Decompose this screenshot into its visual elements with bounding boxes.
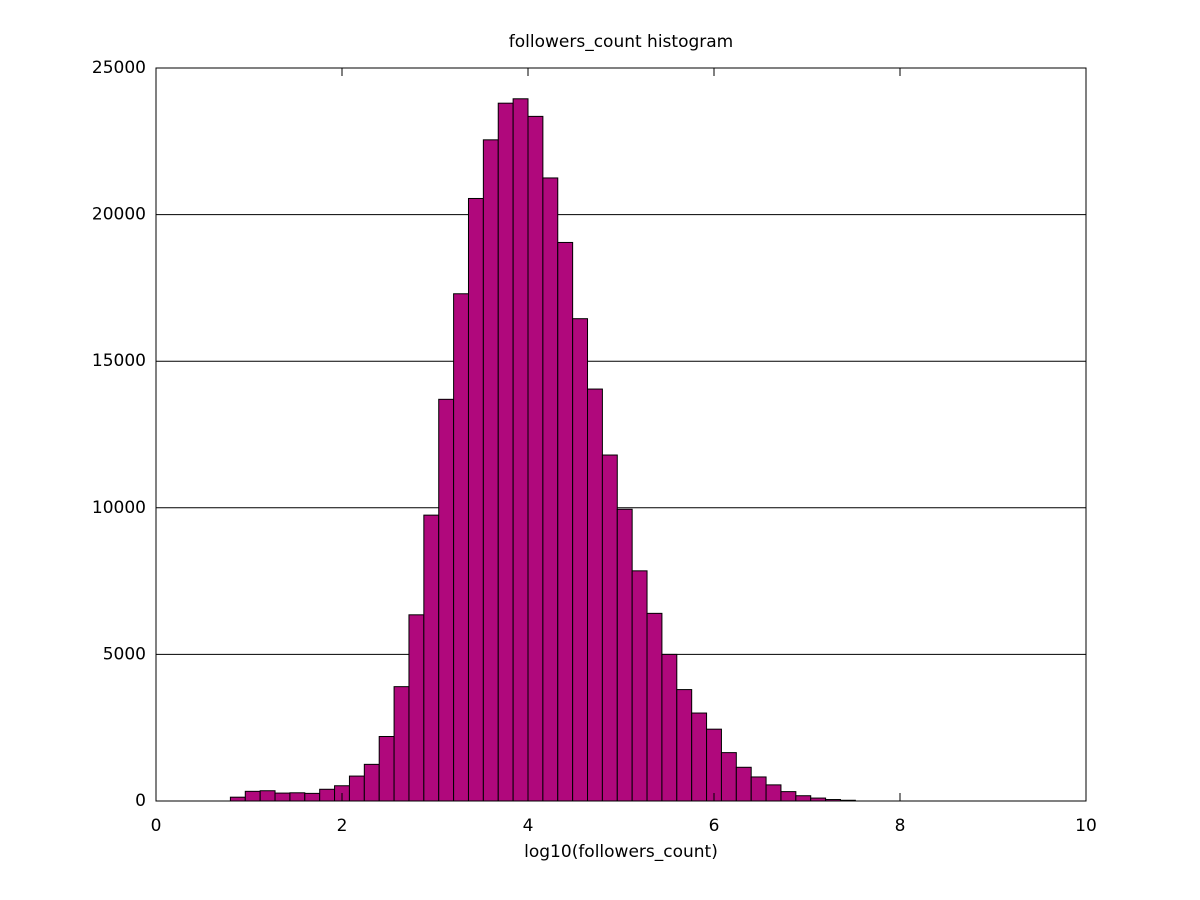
bar [631, 570, 648, 802]
bar [661, 653, 678, 802]
x-tick-label: 2 [337, 816, 348, 836]
bar [676, 689, 693, 802]
bar [497, 102, 514, 802]
y-tick-label: 10000 [92, 498, 146, 518]
chart-title: followers_count histogram [509, 32, 734, 52]
bar [616, 508, 633, 802]
bar [512, 98, 529, 802]
bar [378, 735, 395, 802]
bar [601, 454, 618, 802]
x-tick-label: 10 [1075, 816, 1097, 836]
bar [691, 712, 708, 802]
bar [795, 795, 812, 802]
bar [572, 318, 589, 802]
bar [289, 792, 306, 802]
x-tick-label: 0 [151, 816, 162, 836]
plot-frame [155, 67, 1087, 802]
bar [438, 398, 455, 802]
bar [393, 686, 410, 802]
bar [319, 788, 336, 802]
bar [408, 614, 425, 802]
bar [542, 177, 559, 802]
bar [735, 766, 752, 802]
bar [720, 752, 737, 802]
bar [259, 790, 276, 802]
bar [348, 775, 365, 802]
bar [750, 776, 767, 802]
bar [229, 796, 246, 802]
bar [765, 784, 782, 802]
bar [304, 792, 321, 802]
bar [482, 139, 499, 802]
x-tick-label: 8 [895, 816, 906, 836]
bar [780, 791, 797, 802]
x-axis-label: log10(followers_count) [524, 842, 718, 862]
y-tick-label: 0 [135, 791, 146, 811]
bar [706, 728, 722, 802]
bar [244, 790, 261, 802]
bar [453, 293, 469, 802]
bar [557, 241, 574, 802]
bar [423, 514, 440, 802]
bar [646, 612, 663, 802]
y-tick-label: 20000 [92, 205, 146, 225]
y-tick-label: 15000 [92, 351, 146, 371]
bar [274, 792, 291, 802]
y-tick-label: 25000 [92, 58, 146, 78]
bar [467, 197, 484, 802]
x-tick-label: 6 [709, 816, 720, 836]
bar [587, 388, 603, 802]
bar [527, 115, 544, 802]
x-tick-label: 4 [523, 816, 534, 836]
y-tick-label: 5000 [103, 644, 146, 664]
bar [363, 763, 380, 802]
